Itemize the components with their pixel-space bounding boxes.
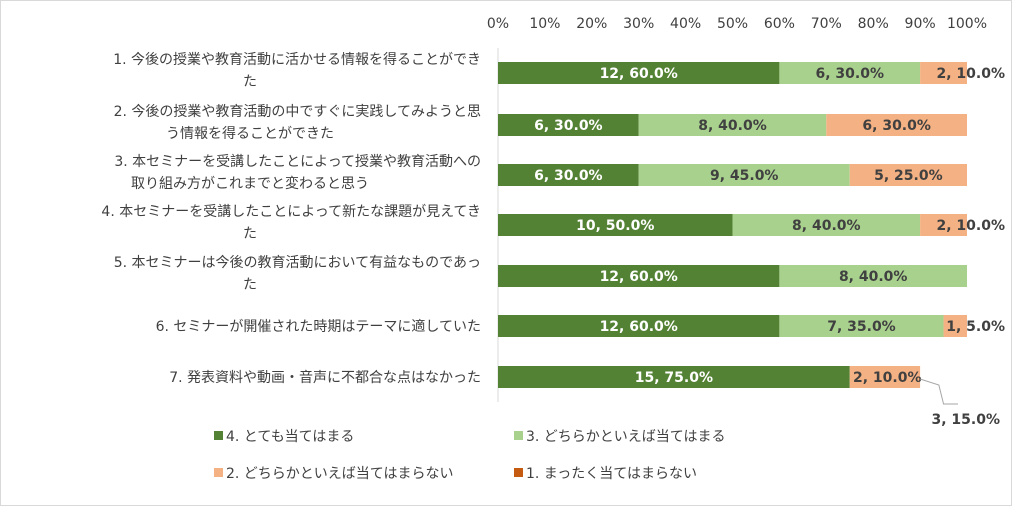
leader-line: [919, 378, 958, 405]
data-label-s1: 12, 60.0%: [600, 66, 678, 82]
bar-segment-s1: [498, 315, 780, 337]
x-tick-label: 60%: [764, 16, 795, 32]
data-label-s3: 3, 15.0%: [931, 412, 1000, 428]
bar-segment-s1: [498, 214, 733, 236]
data-label-s3: 6, 30.0%: [862, 118, 931, 134]
data-label-s2: 8, 40.0%: [698, 118, 767, 134]
legend-swatch-s3: [214, 468, 223, 477]
data-label-s2: 6, 30.0%: [815, 66, 884, 82]
legend-swatch-s1: [214, 431, 223, 440]
bar-segment-s3: [920, 214, 967, 236]
legend-label-s1: 4. とても当てはまる: [226, 429, 354, 445]
data-label-s1: 12, 60.0%: [600, 269, 678, 285]
x-tick-label: 50%: [717, 16, 748, 32]
bar-segment-s3: [826, 114, 967, 136]
x-tick-label: 80%: [858, 16, 889, 32]
x-tick-label: 30%: [623, 16, 654, 32]
bar-segment-s2: [638, 114, 827, 136]
legend-swatch-s2: [514, 431, 523, 440]
data-label-s1: 10, 50.0%: [576, 218, 654, 234]
x-tick-label: 0%: [487, 16, 509, 32]
category-label-line2: 取り組み方がこれまでと変わると思う: [131, 175, 369, 192]
x-tick-label: 20%: [576, 16, 607, 32]
legend-label-s4: 1. まったく当てはまらない: [526, 466, 697, 482]
category-label: 6. セミナーが開催された時期はテーマに適していた: [156, 318, 481, 335]
bar-segment-s2: [779, 62, 921, 84]
data-label-s3: 2, 10.0%: [936, 66, 1005, 82]
x-tick-label: 90%: [905, 16, 936, 32]
x-tick-label: 100%: [947, 16, 987, 32]
data-label-s2: 8, 40.0%: [792, 218, 861, 234]
category-label-line2: た: [243, 226, 257, 242]
bar-segment-s3: [849, 366, 921, 388]
data-label-s1: 6, 30.0%: [534, 118, 603, 134]
data-label-s3: 1, 5.0%: [946, 319, 1005, 335]
legend-swatch-s4: [514, 468, 523, 477]
data-label-s3: 2, 10.0%: [936, 218, 1005, 234]
category-label-line1: 3. 本セミナーを受講したことによって授業や教育活動への: [114, 154, 481, 170]
x-tick-label: 70%: [811, 16, 842, 32]
data-label-s3: 5, 25.0%: [874, 168, 943, 184]
bar-segment-s2: [779, 265, 967, 287]
bar-segment-s2: [638, 164, 850, 186]
bar-segment-s1: [498, 62, 780, 84]
category-label-line1: 5. 本セミナーは今後の教育活動において有益なものであっ: [114, 255, 481, 271]
bar-segment-s2: [779, 315, 944, 337]
data-label-s2: 8, 40.0%: [839, 269, 908, 285]
category-label-line1: 2. 今後の授業や教育活動の中ですぐに実践してみようと思: [114, 104, 481, 120]
bar-segment-s1: [498, 366, 850, 388]
category-label: 7. 発表資料や動画・音声に不都合な点はなかった: [169, 369, 481, 386]
data-label-s2: 9, 45.0%: [710, 168, 779, 184]
data-label-s2: 7, 35.0%: [827, 319, 896, 335]
bar-segment-s2: [732, 214, 921, 236]
bar-segment-s3: [943, 315, 967, 337]
legend-label-s3: 2. どちらかといえば当てはまらない: [226, 466, 454, 482]
bar-segment-s1: [498, 114, 639, 136]
legend-label-s2: 3. どちらかといえば当てはまる: [526, 429, 726, 445]
category-label-line2: た: [243, 277, 257, 293]
bar-segment-s3: [849, 164, 967, 186]
data-label-s1: 12, 60.0%: [600, 319, 678, 335]
data-label-extra: 2, 10.0%: [853, 370, 922, 386]
x-tick-label: 40%: [670, 16, 701, 32]
category-label-line2: う情報を得ることができた: [166, 125, 334, 142]
bar-segment-s3: [920, 62, 967, 84]
category-label-line2: た: [243, 74, 257, 90]
data-label-s1: 15, 75.0%: [635, 370, 713, 386]
x-tick-label: 10%: [529, 16, 560, 32]
bar-segment-s1: [498, 265, 780, 287]
bar-segment-s1: [498, 164, 639, 186]
category-label-line1: 4. 本セミナーを受講したことによって新たな課題が見えてき: [101, 204, 481, 220]
category-label-line1: 1. 今後の授業や教育活動に活かせる情報を得ることができ: [113, 51, 481, 68]
data-label-s1: 6, 30.0%: [534, 168, 603, 184]
